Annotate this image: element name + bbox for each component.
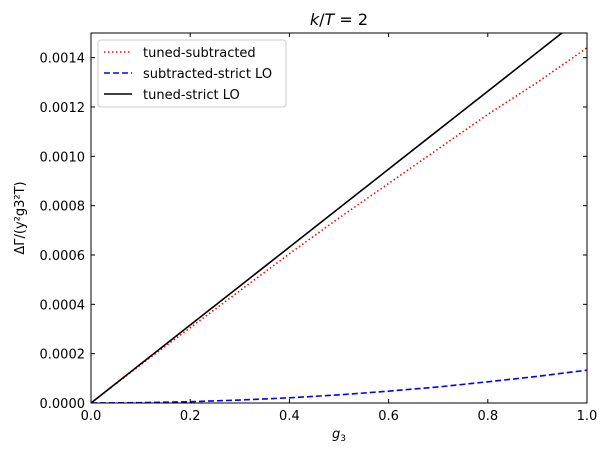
y-tick-label: 0.0014 xyxy=(40,52,86,67)
y-tick-label: 0.0006 xyxy=(40,249,86,264)
legend-label-0: tuned-subtracted xyxy=(143,46,256,61)
y-tick-label: 0.0000 xyxy=(40,397,86,412)
y-tick-label: 0.0002 xyxy=(40,348,86,363)
plot-frame xyxy=(90,32,588,404)
x-tick-label: 0.6 xyxy=(378,409,399,424)
x-tick-label: 0.2 xyxy=(180,409,201,424)
chart-title: k/T = 2 xyxy=(310,10,368,29)
y-axis-label: ΔΓ/(y²g3²T) xyxy=(13,181,28,254)
x-tick-label: 1.0 xyxy=(577,409,598,424)
y-tick-label: 0.0012 xyxy=(40,101,86,116)
legend-label-1: subtracted-strict LO xyxy=(143,67,272,82)
series-line-2 xyxy=(91,33,564,403)
legend: tuned-subtracted subtracted-strict LO tune… xyxy=(97,39,287,108)
series-group xyxy=(91,33,587,403)
series-line-1 xyxy=(91,369,587,403)
y-tick-label: 0.0004 xyxy=(40,298,86,313)
x-tick-label: 0.8 xyxy=(477,409,498,424)
y-tick-label: 0.0010 xyxy=(40,150,86,165)
x-axis-label: g3 xyxy=(332,427,346,444)
x-tick-label: 0.0 xyxy=(81,409,102,424)
series-line-0 xyxy=(91,47,587,403)
y-tick-label: 0.0008 xyxy=(40,200,86,215)
legend-label-2: tuned-strict LO xyxy=(143,88,240,103)
ticks: 0.0 0.2 0.4 0.6 0.8 1.0 0.0000 0.0002 0.0004 0.00… xyxy=(40,33,598,424)
x-tick-label: 0.4 xyxy=(279,409,300,424)
